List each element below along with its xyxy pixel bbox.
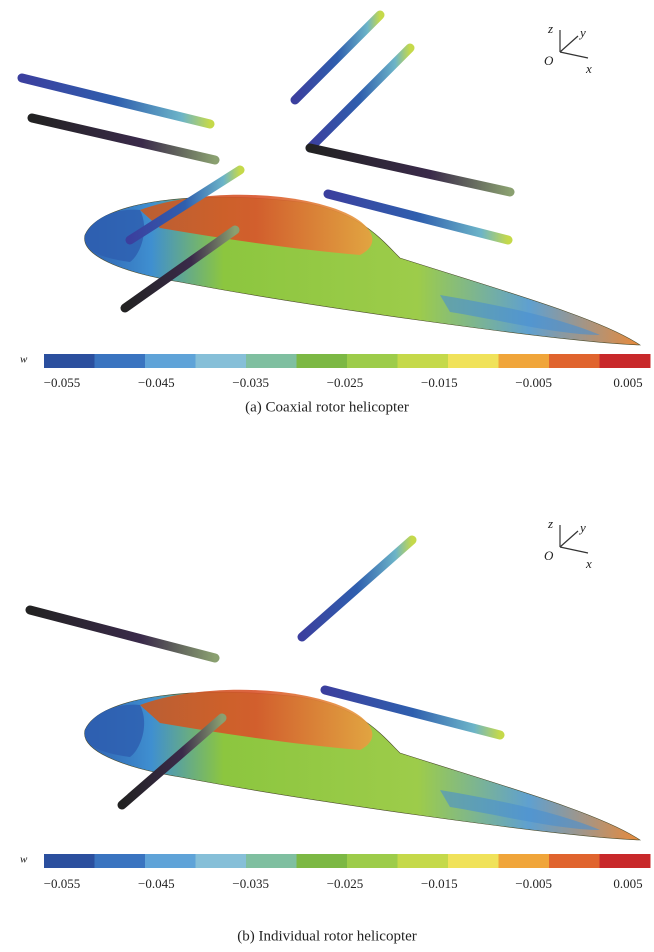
rotor-blade [22,78,210,124]
colorbar-segment [448,854,499,868]
colorbar-tick-label: −0.005 [515,375,552,390]
colorbar-segment [347,354,398,368]
rotor-blade [302,540,412,637]
colorbar-tick-label: −0.025 [327,375,364,390]
colorbar-segment [448,354,499,368]
colorbar-tick-label: 0.005 [613,876,642,891]
rotor-blade [310,48,410,148]
colorbar-tick-label: 0.005 [613,375,642,390]
axis-arrow [560,547,588,553]
colorbar-segment [499,854,550,868]
colorbar-tick-label: −0.025 [327,876,364,891]
panel: z y Ox w −0.055 −0.045 −0.035 −0.025 −0.015 −0.00… [20,516,651,944]
colorbar-segment [549,354,600,368]
rotor-blade [310,148,510,192]
colorbar-segment [196,854,247,868]
caption: (b) Individual rotor helicopter [237,928,417,944]
caption: (a) Coaxial rotor helicopter [245,399,409,415]
colorbar-tick-label: −0.015 [421,375,458,390]
colorbar-tick-label: −0.035 [232,375,269,390]
axis-y: y [578,520,586,535]
colorbar-segment [95,854,146,868]
colorbar-segment [145,854,196,868]
colorbar-segment [600,354,651,368]
colorbar-label: w [20,354,28,366]
axis-z: z [547,516,553,531]
colorbar-tick-label: −0.045 [138,876,175,891]
colorbar-label: w [20,854,28,866]
colorbar-segment [95,354,146,368]
axis-arrow [560,36,578,52]
figure: z y Ox w −0.055 −0.045 −0.035 −0.025 −0.015 −0.00… [0,0,654,952]
colorbar-segment [297,854,348,868]
colorbar-segment [246,354,297,368]
axis-x: x [585,61,592,76]
colorbar-segment [44,854,95,868]
colorbar-segment [246,854,297,868]
colorbar-tick-label: −0.005 [515,876,552,891]
colorbar-segment [347,854,398,868]
colorbar-segment [549,854,600,868]
colorbar-tick-label: −0.055 [44,876,81,891]
colorbar-segment [44,354,95,368]
colorbar-tick-label: −0.015 [421,876,458,891]
axis-x: x [585,556,592,571]
axis-origin: O [544,548,554,563]
axis-y: y [578,25,586,40]
colorbar-segment [398,854,449,868]
colorbar-tick-label: −0.055 [44,375,81,390]
colorbar-segment [600,854,651,868]
axis-arrow [560,531,578,547]
rotor-blade [32,118,215,160]
rotor-blade [30,610,215,658]
panel: z y Ox w −0.055 −0.045 −0.035 −0.025 −0.015 −0.00… [20,15,651,415]
colorbar-segment [196,354,247,368]
axis-arrow [560,52,588,58]
colorbar-segment [499,354,550,368]
axis-z: z [547,21,553,36]
fuselage-nose [85,705,144,757]
colorbar-tick-label: −0.045 [138,375,175,390]
colorbar-segment [297,354,348,368]
axis-origin: O [544,53,554,68]
colorbar-segment [145,354,196,368]
colorbar-segment [398,354,449,368]
colorbar-tick-label: −0.035 [232,876,269,891]
